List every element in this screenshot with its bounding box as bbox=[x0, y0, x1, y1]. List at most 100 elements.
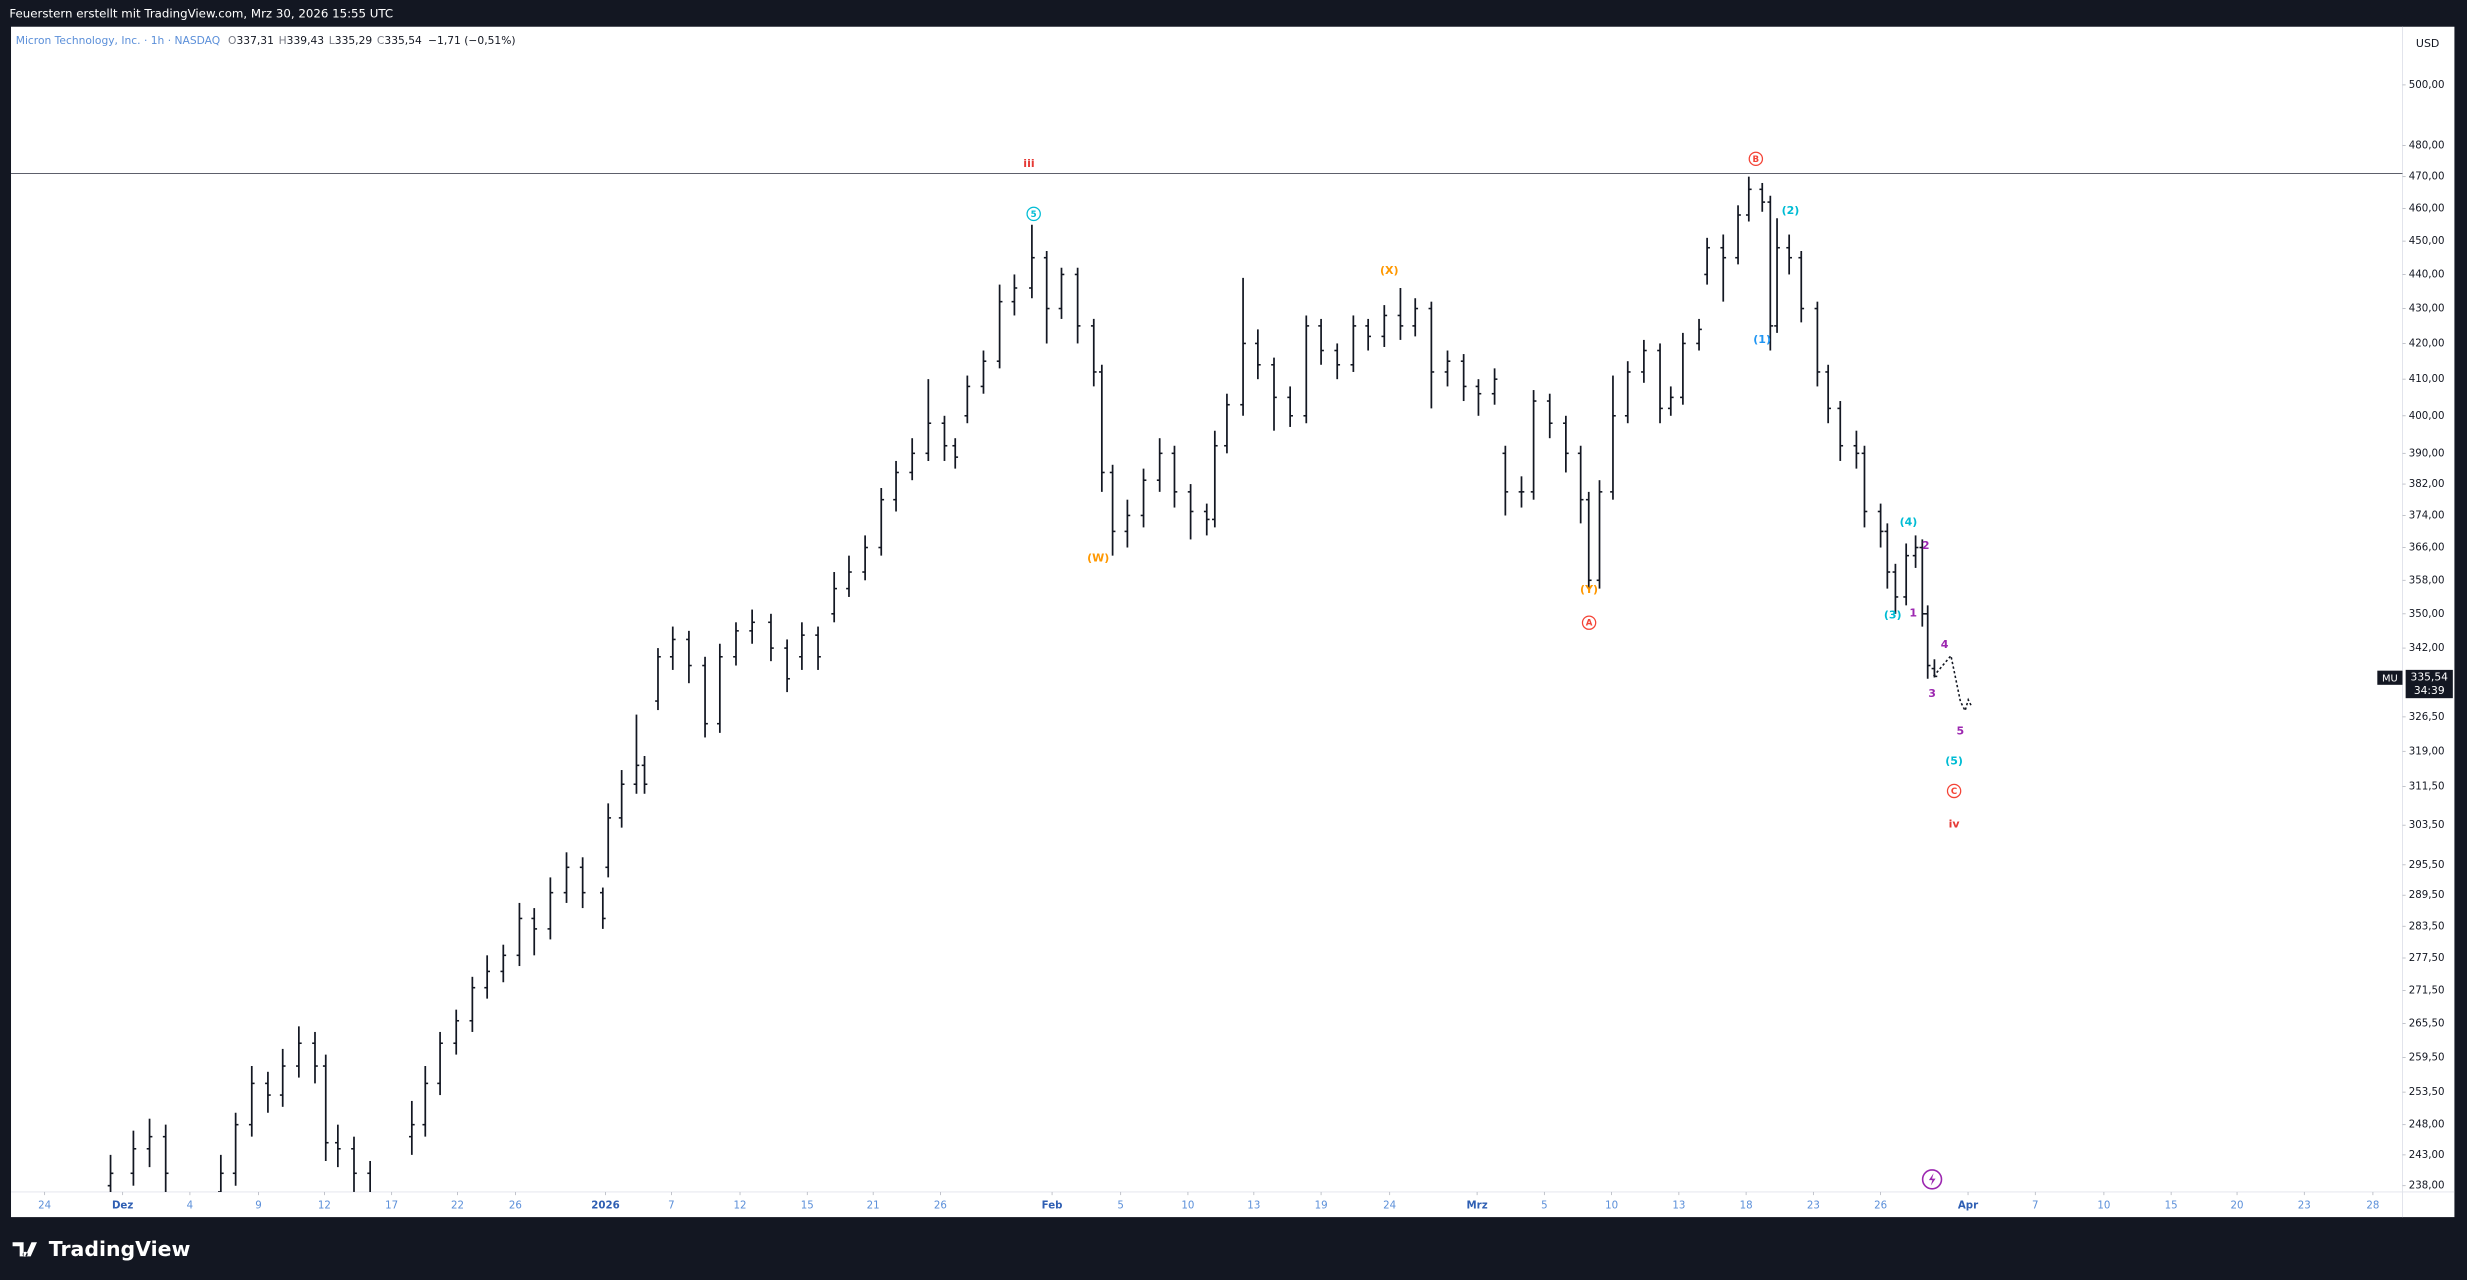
wave-label: B bbox=[1753, 155, 1760, 165]
ohlc-bar bbox=[702, 656, 708, 738]
ohlc-bar bbox=[1475, 379, 1482, 416]
x-tick-label: 5 bbox=[1541, 1200, 1548, 1211]
ohlc-bar bbox=[351, 1136, 357, 1192]
ohlc-bar bbox=[1090, 318, 1097, 387]
ohlc-bar bbox=[500, 944, 507, 983]
y-tick-label: 430,00 bbox=[2409, 304, 2445, 315]
ohlc-bar bbox=[484, 955, 490, 999]
wave-label: C bbox=[1951, 787, 1957, 797]
wave-label: 1 bbox=[1909, 607, 1917, 620]
x-tick-label: 13 bbox=[1672, 1200, 1685, 1211]
x-tick-label: 5 bbox=[1117, 1200, 1124, 1211]
ohlc-bar bbox=[516, 902, 523, 967]
ohlc-bar bbox=[1043, 251, 1050, 344]
ohlc-bar bbox=[1798, 251, 1805, 323]
y-tick-label: 289,50 bbox=[2409, 890, 2445, 901]
ohlc-bar bbox=[1109, 464, 1116, 556]
ohlc-bar bbox=[1704, 237, 1710, 285]
ohlc-bar bbox=[925, 379, 932, 461]
ohlc-bar bbox=[1074, 267, 1081, 344]
ohlc-bar bbox=[1924, 605, 1931, 679]
ohlc-bar bbox=[1365, 318, 1371, 351]
ohlc-bar bbox=[1825, 364, 1831, 424]
y-tick-label: 271,50 bbox=[2409, 985, 2445, 996]
ohlc-bar bbox=[599, 887, 606, 929]
ohlc-bar bbox=[1877, 503, 1884, 548]
y-tick-label: 311,50 bbox=[2409, 782, 2445, 793]
ohlc-bar bbox=[1577, 445, 1584, 524]
ohlc-bar bbox=[531, 908, 538, 956]
y-tick-label: 400,00 bbox=[2409, 411, 2445, 422]
x-tick-label: 10 bbox=[2097, 1200, 2110, 1211]
ohlc-bar bbox=[1240, 277, 1246, 416]
ohlc-bar bbox=[784, 639, 790, 693]
ohlc-bar bbox=[218, 1154, 224, 1192]
y-tick-label: 277,50 bbox=[2409, 953, 2445, 964]
y-tick-label: 390,00 bbox=[2409, 448, 2445, 459]
ohlc-bar bbox=[1211, 430, 1218, 528]
ohlc-bar bbox=[1696, 318, 1702, 351]
ohlc-bar bbox=[1203, 503, 1210, 536]
ohlc-bar bbox=[878, 487, 885, 556]
wave-label: A bbox=[1586, 619, 1593, 629]
ohlc-bar bbox=[717, 643, 723, 733]
ohlc-bar bbox=[909, 438, 916, 481]
x-tick-label: Dez bbox=[112, 1200, 133, 1211]
ohlc-bar bbox=[1224, 393, 1230, 454]
ohlc-bar bbox=[1919, 539, 1926, 627]
ohlc-bar bbox=[1350, 315, 1357, 372]
x-tick-label: 21 bbox=[867, 1200, 880, 1211]
ohlc-bar bbox=[1058, 267, 1065, 319]
ohlc-bar bbox=[1837, 401, 1844, 461]
ohlc-bar bbox=[1318, 318, 1324, 365]
ohlc-bar bbox=[279, 1048, 286, 1107]
ohlc-bar bbox=[1667, 386, 1674, 416]
ohlc-bar bbox=[1156, 438, 1163, 492]
projection bbox=[1933, 653, 1973, 713]
ohlc-bar bbox=[1657, 343, 1663, 424]
x-tick-label: Mrz bbox=[1467, 1200, 1488, 1211]
ohlc-bar bbox=[1334, 343, 1341, 380]
ohlc-bar bbox=[1530, 390, 1537, 500]
countdown: 34:39 bbox=[2414, 684, 2445, 697]
y-tick-label: 470,00 bbox=[2409, 172, 2445, 183]
y-tick-label: 450,00 bbox=[2409, 236, 2445, 247]
y-tick-label: 295,50 bbox=[2409, 860, 2445, 871]
ohlc-bar bbox=[1892, 563, 1899, 614]
alert-icon bbox=[1921, 1169, 1943, 1190]
ohlc-bar bbox=[641, 755, 648, 794]
ohlc-bar bbox=[1029, 224, 1035, 299]
x-tick-label: 15 bbox=[2165, 1200, 2178, 1211]
ohlc-bar bbox=[1861, 445, 1868, 528]
y-tick-label: 500,00 bbox=[2409, 80, 2445, 91]
x-tick-label: 26 bbox=[509, 1200, 522, 1211]
ohlc-bar bbox=[1546, 393, 1553, 439]
y-tick-label: 366,00 bbox=[2409, 543, 2445, 554]
ohlc-bar bbox=[1853, 430, 1860, 469]
symbol-label: MU bbox=[2382, 674, 2398, 685]
ohlc-bar bbox=[799, 622, 805, 670]
ohlc-bar bbox=[1099, 364, 1105, 492]
y-tick-label: 238,00 bbox=[2409, 1181, 2445, 1192]
ohlc-bar bbox=[146, 1118, 153, 1168]
ohlc-bar bbox=[1124, 499, 1131, 548]
ohlc-bar bbox=[437, 1031, 443, 1096]
y-tick-label: 265,50 bbox=[2409, 1019, 2445, 1030]
ohlc-bar bbox=[768, 613, 774, 662]
wave-label: 3 bbox=[1928, 687, 1936, 700]
x-tick-label: 18 bbox=[1740, 1200, 1753, 1211]
ohlc-bar bbox=[980, 350, 987, 394]
wave-circle bbox=[1026, 206, 1041, 222]
x-tick-label: 12 bbox=[734, 1200, 747, 1211]
y-tick-label: 358,00 bbox=[2409, 575, 2445, 586]
x-tick-label: 26 bbox=[934, 1200, 947, 1211]
ohlc-bar bbox=[422, 1066, 429, 1137]
x-tick-label: 12 bbox=[318, 1200, 331, 1211]
ohlc-bar bbox=[862, 535, 868, 581]
y-tick-label: 342,00 bbox=[2409, 643, 2445, 654]
ohlc-bar bbox=[1428, 301, 1435, 409]
ohlc-bar bbox=[1759, 182, 1766, 212]
wave-label: 5 bbox=[1957, 725, 1965, 738]
